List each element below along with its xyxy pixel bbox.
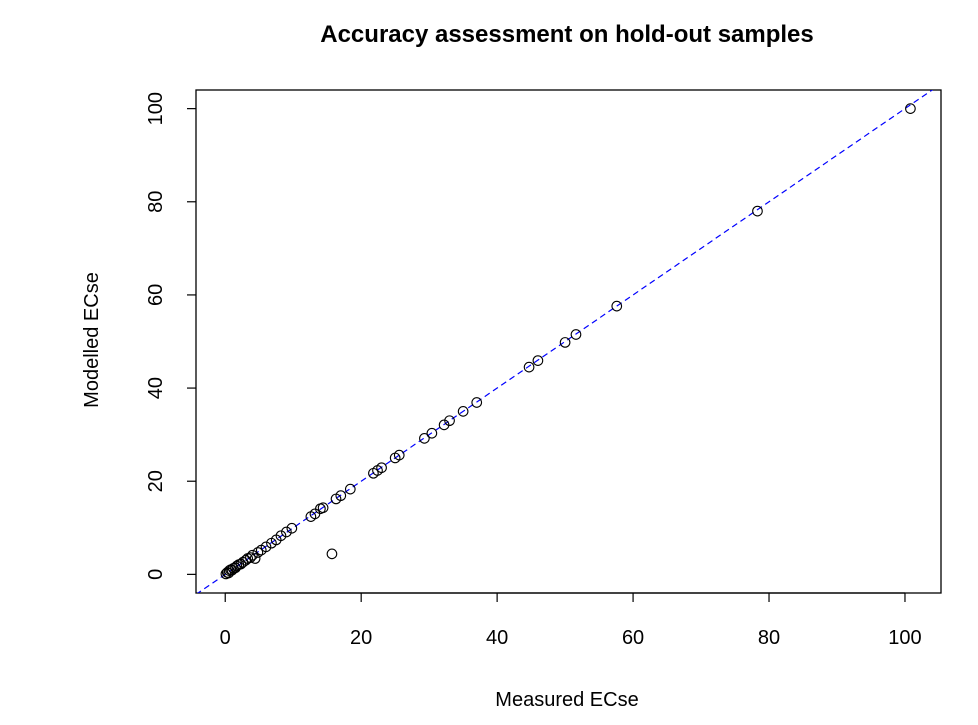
data-point [335, 490, 347, 502]
data-point [438, 419, 450, 431]
data-point [275, 530, 287, 542]
data-point [532, 355, 544, 366]
x-tick-label: 80 [758, 627, 780, 649]
x-axis-label: Measured ECse [495, 689, 638, 711]
data-point [752, 205, 763, 217]
data-point [426, 427, 438, 439]
data-point [905, 103, 916, 114]
data-point [523, 361, 535, 373]
data-point [376, 462, 387, 474]
data-point [260, 541, 272, 553]
plot-area: 0 20 40 60 80 100 0 20 40 60 80 100 [145, 89, 942, 649]
chart-title: Accuracy assessment on hold-out samples [320, 21, 814, 48]
data-point [249, 553, 261, 564]
data-point [286, 522, 298, 534]
x-tick-label: 20 [350, 627, 372, 649]
x-tick-label: 40 [486, 627, 508, 649]
y-tick-label: 80 [145, 191, 167, 213]
y-tick-label: 100 [145, 92, 167, 125]
data-point [393, 449, 405, 461]
data-point [317, 502, 329, 514]
data-point [559, 337, 571, 348]
data-point [252, 547, 264, 558]
data-point [471, 397, 483, 408]
x-tick-label: 60 [622, 627, 644, 649]
data-point [326, 548, 338, 560]
data-point [444, 415, 455, 427]
data-point [247, 549, 258, 561]
data-point [611, 300, 623, 312]
y-tick-label: 0 [145, 569, 167, 580]
x-tick-label: 0 [220, 627, 231, 649]
data-point [245, 552, 256, 563]
data-point [281, 526, 292, 538]
x-tick-label: 100 [888, 627, 921, 649]
y-tick-label: 20 [145, 470, 167, 492]
data-point [457, 406, 469, 417]
data-point [419, 433, 430, 444]
y-tick-label: 40 [145, 377, 167, 399]
y-tick-label: 60 [145, 284, 167, 306]
data-point [344, 483, 356, 495]
data-point [570, 329, 582, 340]
data-point [230, 562, 241, 574]
y-axis-label: Modelled ECse [81, 272, 103, 408]
